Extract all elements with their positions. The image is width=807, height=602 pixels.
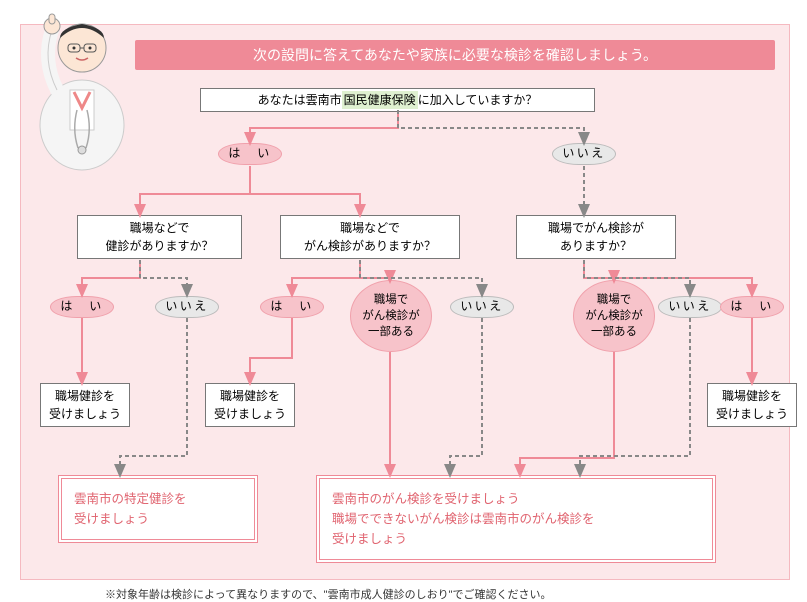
pill-l3-2-no: いいえ xyxy=(450,296,514,318)
pill-l3-1-no: いいえ xyxy=(155,296,219,318)
footnote: ※対象年齢は検診によって異なりますので、"雲南市成人健診のしおり"でご確認くださ… xyxy=(105,586,552,602)
leaf-workplace-3: 職場健診を 受けましょう xyxy=(707,383,797,427)
result-gan: 雲南市のがん検診を受けましょう 職場でできないがん検診は雲南市のがん検診を 受け… xyxy=(316,475,716,563)
flowchart-container: 次の設問に答えてあなたや家族に必要な検診を確認しましょう。 あなたは雲南市 国民… xyxy=(0,0,807,602)
pill-l3-3-no: いいえ xyxy=(658,296,722,318)
leaf-workplace-2: 職場健診を 受けましょう xyxy=(205,383,295,427)
question-workplace-gan-right: 職場でがん検診が ありますか？ xyxy=(516,215,676,259)
pill-root-yes: は い xyxy=(218,143,282,165)
pill-l3-1-yes: は い xyxy=(50,296,114,318)
question-workplace-gan-left: 職場などで がん検診がありますか？ xyxy=(280,215,460,259)
leaf-workplace-1: 職場健診を 受けましょう xyxy=(40,383,130,427)
pill-root-no: いいえ xyxy=(552,143,616,165)
doctor-illustration xyxy=(22,0,137,175)
bubble-partial-right: 職場で がん検診が 一部ある xyxy=(573,280,655,352)
question-root: あなたは雲南市 国民健康保険 に加入していますか？ xyxy=(200,88,595,112)
q-root-suffix: に加入していますか？ xyxy=(418,91,538,109)
header-title: 次の設問に答えてあなたや家族に必要な検診を確認しましょう。 xyxy=(135,40,775,70)
q-root-prefix: あなたは雲南市 xyxy=(258,91,342,109)
pill-l3-2-yes: は い xyxy=(260,296,324,318)
result-tokutei: 雲南市の特定健診を 受けましょう xyxy=(58,475,258,543)
q-root-highlight: 国民健康保険 xyxy=(342,91,418,109)
bubble-partial-left: 職場で がん検診が 一部ある xyxy=(350,280,432,352)
pill-l3-3-yes: は い xyxy=(720,296,784,318)
question-workplace-kenshin: 職場などで 健診がありますか？ xyxy=(77,215,242,259)
